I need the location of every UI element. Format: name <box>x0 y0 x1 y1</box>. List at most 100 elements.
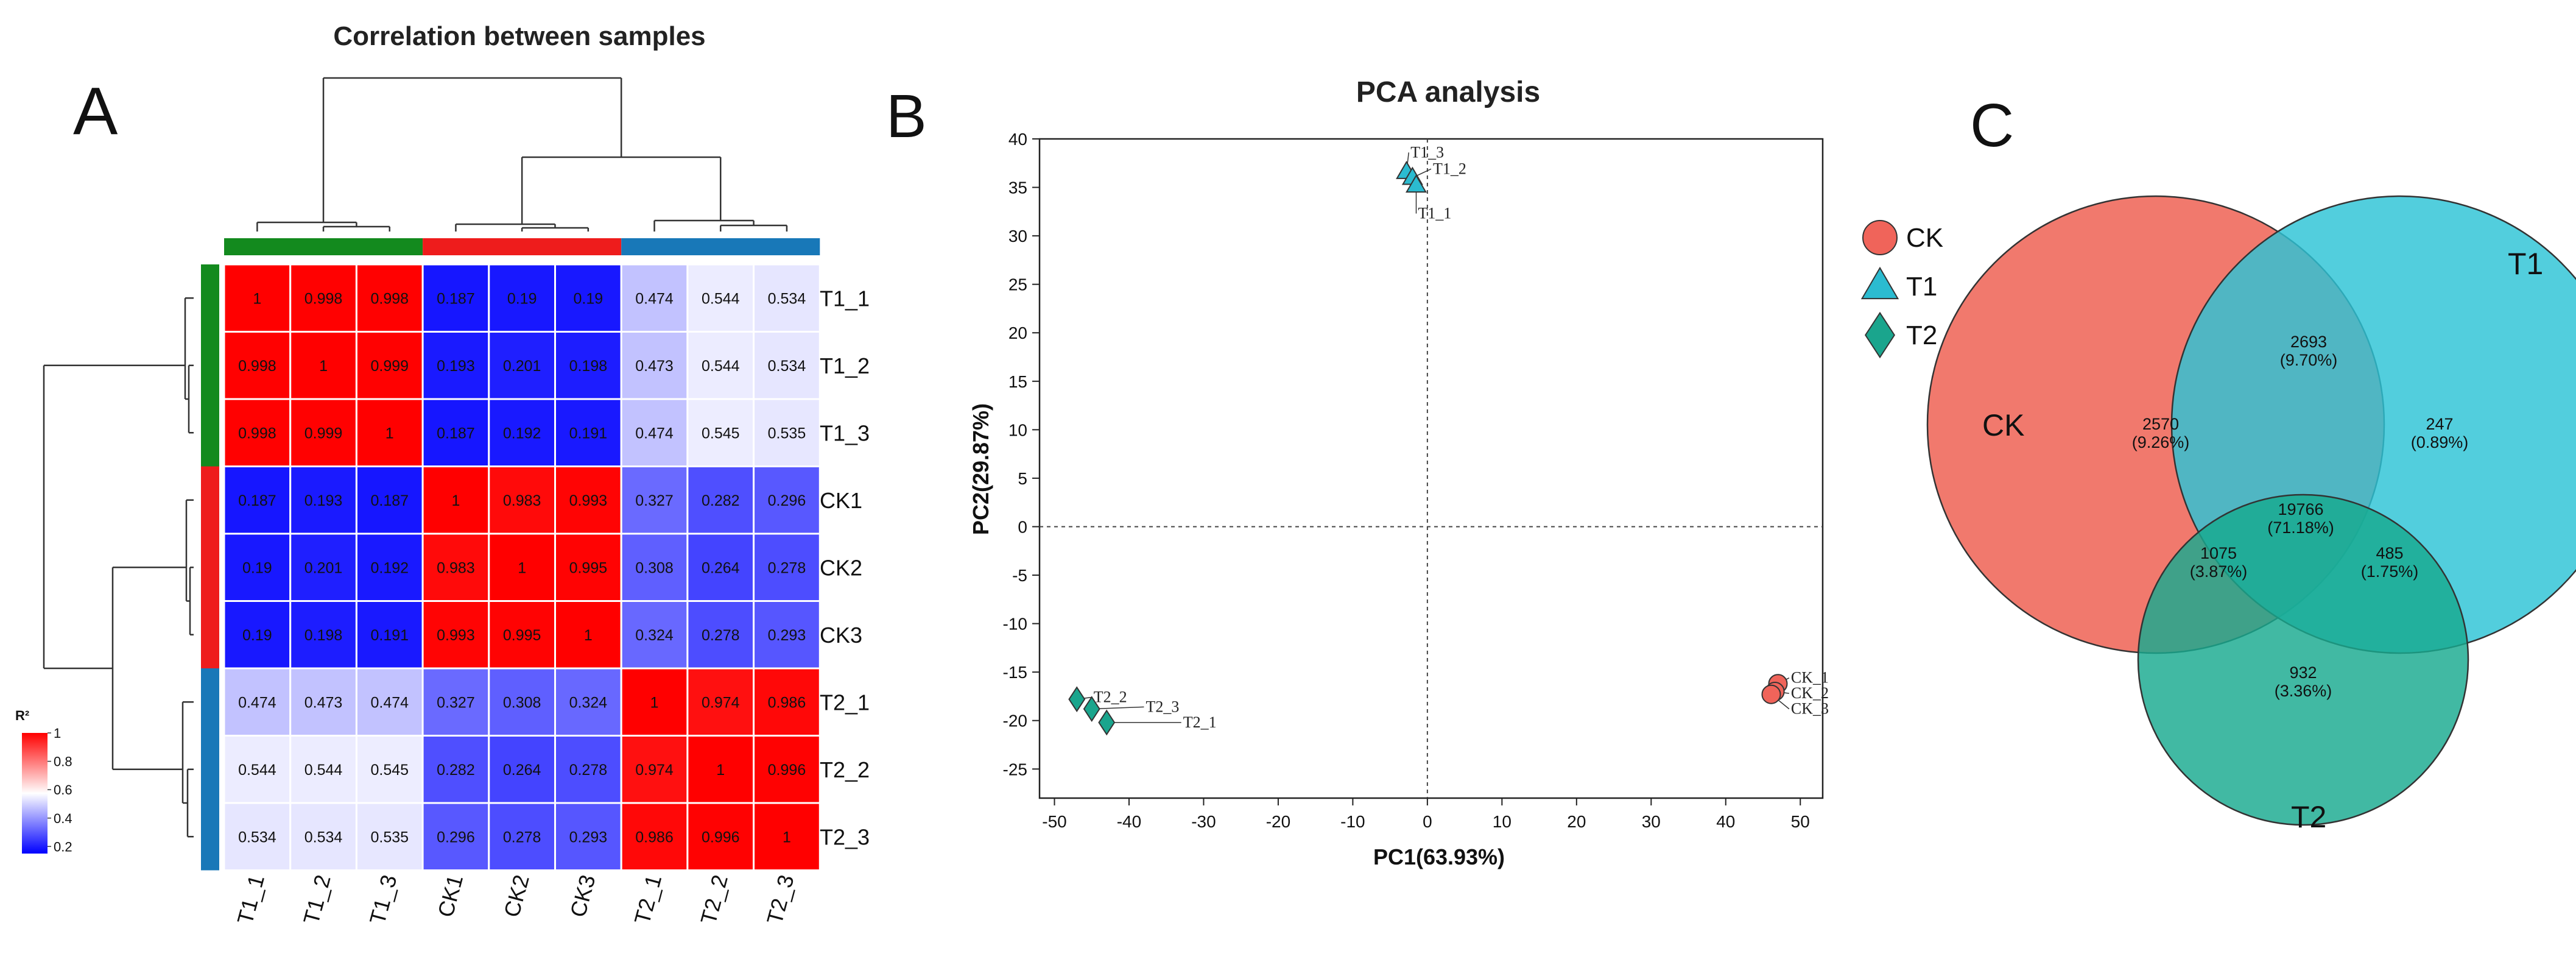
colorbar-gradient <box>22 733 48 854</box>
heatmap-cell-value: 0.534 <box>238 829 276 846</box>
heatmap-column-label: CK1 <box>432 872 468 919</box>
heatmap-cell-value: 0.474 <box>238 694 276 711</box>
pca-plot-frame <box>1038 138 1824 799</box>
correlation-heatmap: Correlation between samples 1 0.998 0.998 0… <box>15 21 870 927</box>
colorbar-label: R² <box>15 708 29 723</box>
heatmap-cells: 1 0.998 0.998 0.187 0.19 0.19 0.474 0.544 0.534 0… <box>223 263 821 871</box>
heatmap-cell <box>620 802 689 871</box>
heatmap-cell-value: 0.327 <box>635 492 674 509</box>
pca-x-tick-label: 40 <box>1716 812 1735 831</box>
heatmap-cell-value: 0.201 <box>503 358 541 375</box>
venn-region-count: 485 <box>2376 544 2403 562</box>
heatmap-cell <box>554 600 622 670</box>
heatmap-cell-value: 0.19 <box>574 290 604 307</box>
heatmap-cell <box>289 667 357 737</box>
pca-y-tick-label: 30 <box>1008 227 1027 246</box>
heatmap-row-label: CK3 <box>820 623 862 648</box>
heatmap-cell-value: 0.974 <box>702 694 740 711</box>
heatmap-cell-value: 1 <box>584 627 593 644</box>
pca-y-tick-label: -5 <box>1012 566 1027 585</box>
heatmap-cell-value: 0.278 <box>569 762 608 779</box>
heatmap-cell-value: 1 <box>451 492 460 509</box>
heatmap-cell-value: 0.535 <box>370 829 409 846</box>
panel-letter-c: C <box>1970 91 2014 160</box>
heatmap-cell <box>554 667 622 737</box>
heatmap-cell <box>421 398 490 467</box>
heatmap-row-label: CK1 <box>820 488 862 513</box>
heatmap-cell <box>686 667 755 737</box>
heatmap-cell-value: 0.535 <box>768 425 806 442</box>
heatmap-cell-value: 0.19 <box>242 559 272 576</box>
heatmap-cell-value: 0.278 <box>503 829 541 846</box>
pca-legend-marker-ck <box>1862 220 1898 255</box>
heatmap-cell <box>554 331 622 400</box>
heatmap-cell-value: 0.996 <box>702 829 740 846</box>
pca-zero-lines <box>1040 139 1823 798</box>
heatmap-cell <box>289 802 357 871</box>
heatmap-cell-value: 0.19 <box>242 627 272 644</box>
pca-y-tick-label: 35 <box>1008 179 1027 197</box>
heatmap-cell-value: 0.473 <box>635 358 674 375</box>
heatmap-colorbar: R² 1 0.8 0.6 0.4 0.2 <box>15 708 72 854</box>
heatmap-cell-value: 0.187 <box>238 492 276 509</box>
venn-region-count: 19766 <box>2278 500 2323 518</box>
venn-region-count: 1075 <box>2200 544 2237 562</box>
venn-region-count: 932 <box>2289 663 2317 682</box>
heatmap-cell-value: 0.282 <box>702 492 740 509</box>
pca-y-tick-label: 25 <box>1008 275 1027 294</box>
pca-legend-label-ck: CK <box>1906 223 1943 253</box>
pca-y-axis-title: PC2(29.87%) <box>968 403 993 535</box>
heatmap-cell-value: 0.544 <box>304 762 343 779</box>
heatmap-cell <box>421 263 490 333</box>
pca-legend-label-t1: T1 <box>1906 272 1937 302</box>
colorbar-tick-label: 0.4 <box>54 811 72 826</box>
heatmap-column-label: T1_2 <box>298 872 336 927</box>
heatmap-cell <box>355 331 424 400</box>
heatmap-cell-value: 0.19 <box>507 290 537 307</box>
pca-y-tick-label: 0 <box>1018 517 1027 536</box>
pca-point-label: T2_2 <box>1094 688 1127 706</box>
heatmap-cell <box>686 600 755 670</box>
heatmap-cell-value: 0.995 <box>569 559 608 576</box>
heatmap-title: Correlation between samples <box>333 21 705 51</box>
venn-set-label-ck: CK <box>1982 408 2024 442</box>
heatmap-cell-value: 0.545 <box>370 762 409 779</box>
group-bar-left <box>201 264 219 467</box>
heatmap-cell-value: 0.296 <box>768 492 806 509</box>
heatmap-cell-value: 1 <box>319 358 328 375</box>
heatmap-cell-value: 0.473 <box>304 694 343 711</box>
pca-x-tick-label: 10 <box>1493 812 1511 831</box>
heatmap-cell <box>355 600 424 670</box>
pca-x-tick-label: 50 <box>1791 812 1810 831</box>
heatmap-row-label: T1_3 <box>820 420 870 445</box>
heatmap-cell-value: 0.264 <box>503 762 541 779</box>
pca-y-tick-label: -10 <box>1003 615 1027 634</box>
heatmap-row-label: T2_1 <box>820 690 870 715</box>
heatmap-cell-value: 0.191 <box>569 425 608 442</box>
venn-region-count: 2693 <box>2290 333 2327 351</box>
pca-point-label: T2_3 <box>1145 698 1179 715</box>
venn-circle-t2 <box>2137 493 2469 826</box>
pca-point-label: T1_1 <box>1418 205 1452 222</box>
pca-point-label: T2_1 <box>1183 713 1217 731</box>
heatmap-row-label: T1_2 <box>820 353 870 378</box>
pca-scatter-plot: PCA analysis -50 -40 -30 -20 -10 0 10 20 30 40 50-… <box>968 76 1943 869</box>
heatmap-cell-value: 1 <box>518 559 526 576</box>
heatmap-row-label: T2_3 <box>820 824 870 849</box>
heatmap-cell-value: 0.983 <box>437 559 475 576</box>
heatmap-cell <box>686 331 755 400</box>
pca-y-tick-label: -25 <box>1003 760 1027 779</box>
heatmap-column-label: T1_1 <box>232 872 269 927</box>
pca-x-tick-label: 20 <box>1567 812 1586 831</box>
heatmap-cell <box>686 802 755 871</box>
colorbar-tick-label: 0.8 <box>54 754 72 769</box>
heatmap-cell-value: 0.998 <box>238 358 276 375</box>
heatmap-cell-value: 0.986 <box>635 829 674 846</box>
pca-y-tick-label: -20 <box>1003 712 1027 730</box>
heatmap-cell-value: 0.474 <box>635 425 674 442</box>
venn-set-label-t2: T2 <box>2291 800 2326 834</box>
pca-point-t1 <box>1406 174 1427 193</box>
heatmap-cell-value: 1 <box>385 425 394 442</box>
heatmap-cell-value: 0.308 <box>503 694 541 711</box>
colorbar-tick-label: 0.2 <box>54 839 72 854</box>
